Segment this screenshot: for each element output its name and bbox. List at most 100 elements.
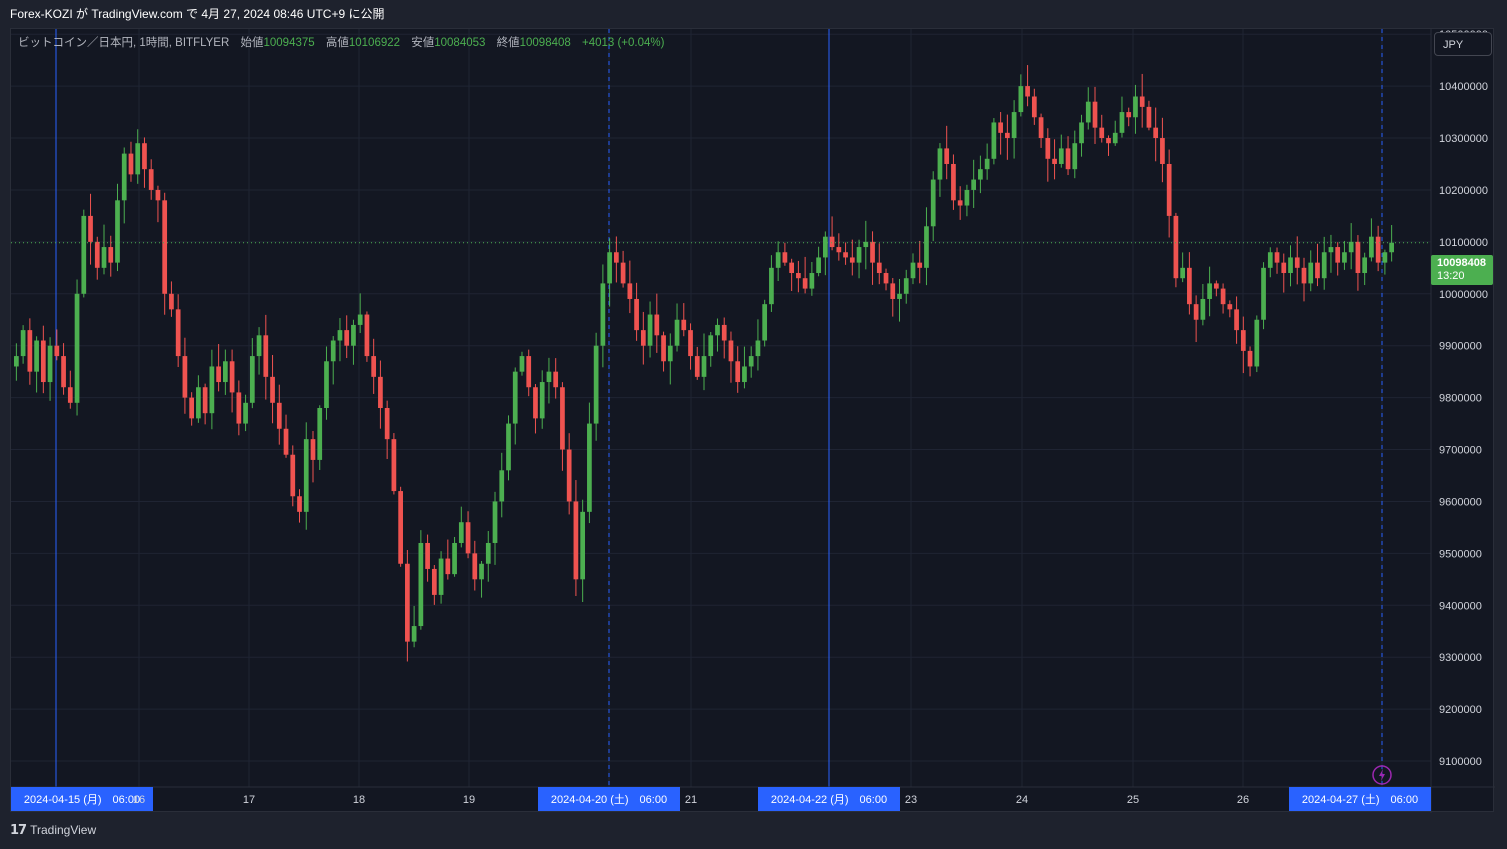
published-text: Forex-KOZI が TradingView.com で 4月 27, 20… — [10, 7, 385, 21]
candle-body — [202, 387, 208, 414]
candle-body — [836, 247, 842, 253]
candle-body — [34, 340, 39, 372]
x-tick-label: 21 — [685, 794, 697, 806]
candle-body — [1031, 96, 1037, 118]
candle-body — [189, 397, 195, 419]
candle-body — [627, 283, 633, 299]
x-tick-label: 24 — [1016, 794, 1028, 806]
last-price-tag: 10098408 13:20 — [1431, 255, 1493, 285]
candle-body — [1058, 148, 1064, 164]
candle-body — [674, 319, 680, 346]
candle-body — [425, 542, 430, 569]
candle-body — [694, 356, 700, 377]
candle-body — [1085, 101, 1091, 123]
candle-body — [978, 169, 983, 180]
candle-body — [1099, 127, 1105, 139]
candle-body — [573, 501, 579, 580]
candle-body — [20, 330, 26, 357]
candle-body — [1045, 138, 1051, 159]
candle-body — [519, 356, 525, 372]
candle-body — [708, 335, 714, 357]
legend-close-label: 終値 — [496, 37, 520, 49]
y-tick-label: 9600000 — [1439, 496, 1482, 508]
candle-body — [587, 423, 592, 512]
candle-body — [465, 522, 471, 554]
candle-body — [216, 366, 221, 383]
candle-body — [1146, 106, 1152, 128]
footer-brand[interactable]: 𝟭𝟳 TradingView — [10, 822, 96, 838]
candle-body — [1362, 257, 1368, 274]
candle-body — [458, 522, 464, 543]
candle-body — [917, 262, 923, 268]
candle-body — [1133, 96, 1138, 118]
candle-body — [897, 293, 902, 299]
y-tick-label: 10300000 — [1439, 133, 1488, 145]
ohlc-legend: ビットコイン／日本円, 1時間, BITFLYER 始値10094375 高値1… — [18, 34, 664, 50]
legend-high-label: 高値 — [325, 37, 349, 49]
candle-body — [1254, 319, 1260, 367]
candle-body — [607, 252, 612, 284]
legend-symbol: ビットコイン／日本円, 1時間, BITFLYER — [18, 37, 230, 49]
candle-body — [452, 542, 457, 575]
x-tick-label: 26 — [1237, 794, 1249, 806]
x-tick-label: 2024-04-15 (月) 06:00 — [24, 794, 140, 806]
candle-body — [957, 200, 963, 206]
candle-body — [748, 356, 754, 367]
candle-body — [1288, 257, 1293, 274]
candle-body — [822, 236, 828, 258]
candle-body — [688, 330, 693, 357]
candle-body — [930, 179, 936, 227]
candle-body — [1267, 252, 1273, 268]
candle-body — [1389, 242, 1394, 253]
candle-body — [310, 439, 316, 460]
candle-body — [108, 247, 114, 263]
candle-body — [546, 371, 552, 383]
y-tick-label: 9200000 — [1439, 704, 1482, 716]
candle-body — [337, 330, 343, 341]
candle-body — [391, 439, 397, 492]
candle-body — [155, 189, 161, 201]
candle-body — [236, 392, 242, 424]
x-tick-label: 23 — [905, 794, 917, 806]
candle-body — [405, 563, 410, 642]
candle-body — [148, 169, 154, 190]
candle-body — [951, 163, 956, 201]
candle-body — [344, 330, 350, 346]
y-tick-label: 10400000 — [1439, 81, 1488, 93]
candle-body — [944, 148, 950, 164]
candle-body — [903, 278, 909, 294]
candle-body — [1220, 288, 1226, 305]
candle-body — [175, 309, 181, 357]
x-label-highlight — [1289, 787, 1431, 811]
candle-body — [634, 298, 639, 331]
candle-body — [1005, 132, 1010, 139]
candle-body — [1348, 241, 1354, 253]
legend-open-value: 10094375 — [263, 37, 315, 49]
candle-body — [667, 345, 673, 362]
candle-body — [40, 340, 46, 383]
candle-body — [984, 158, 990, 170]
candle-body — [243, 402, 248, 424]
candle-body — [593, 345, 599, 424]
candle-body — [964, 189, 970, 206]
candle-body — [222, 361, 228, 383]
x-tick-label: 16 — [133, 794, 145, 806]
candle-body — [1193, 304, 1199, 320]
lightning-icon — [1372, 765, 1392, 785]
candlestick-chart[interactable]: 9100000 9200000 9300000 9400000 9500000 96000… — [11, 29, 1495, 813]
y-tick-label: 9300000 — [1439, 652, 1482, 664]
candle-body — [1274, 252, 1280, 263]
candle-body — [512, 371, 518, 424]
candle-body — [1213, 283, 1219, 289]
candle-body — [1301, 267, 1307, 284]
candle-body — [472, 553, 478, 580]
candle-body — [438, 558, 444, 595]
candle-body — [1025, 86, 1030, 97]
candle-body — [796, 273, 801, 279]
candle-body — [701, 356, 707, 377]
candle-body — [681, 319, 687, 331]
candle-body — [1227, 304, 1233, 310]
chart-frame[interactable]: 9100000 9200000 9300000 9400000 9500000 96000… — [10, 28, 1495, 813]
currency-button[interactable]: JPY — [1434, 32, 1492, 56]
candle-body — [47, 345, 53, 383]
